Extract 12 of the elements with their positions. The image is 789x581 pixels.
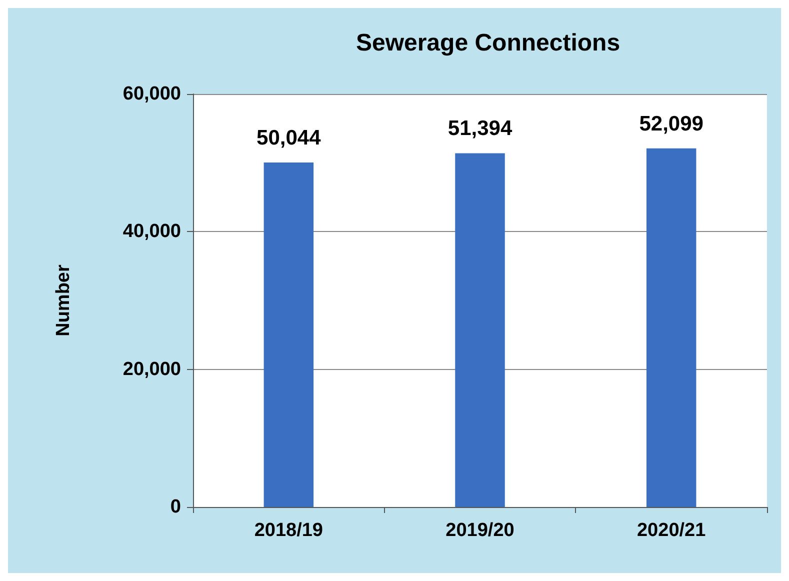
y-tick-label: 40,000	[122, 221, 181, 242]
y-axis-title: Number	[53, 264, 74, 336]
x-tick-label: 2020/21	[636, 520, 706, 541]
y-tick-label: 0	[170, 496, 181, 518]
data-label: 51,394	[448, 117, 512, 140]
y-tick-label: 60,000	[122, 84, 181, 104]
x-tick-label: 2018/19	[254, 520, 324, 541]
data-label: 50,044	[256, 126, 322, 150]
x-tick-label: 2019/20	[446, 520, 514, 541]
data-label: 52,099	[639, 112, 704, 136]
chart-title: Sewerage Connections	[356, 30, 620, 56]
y-tick-label: 20,000	[122, 358, 181, 380]
